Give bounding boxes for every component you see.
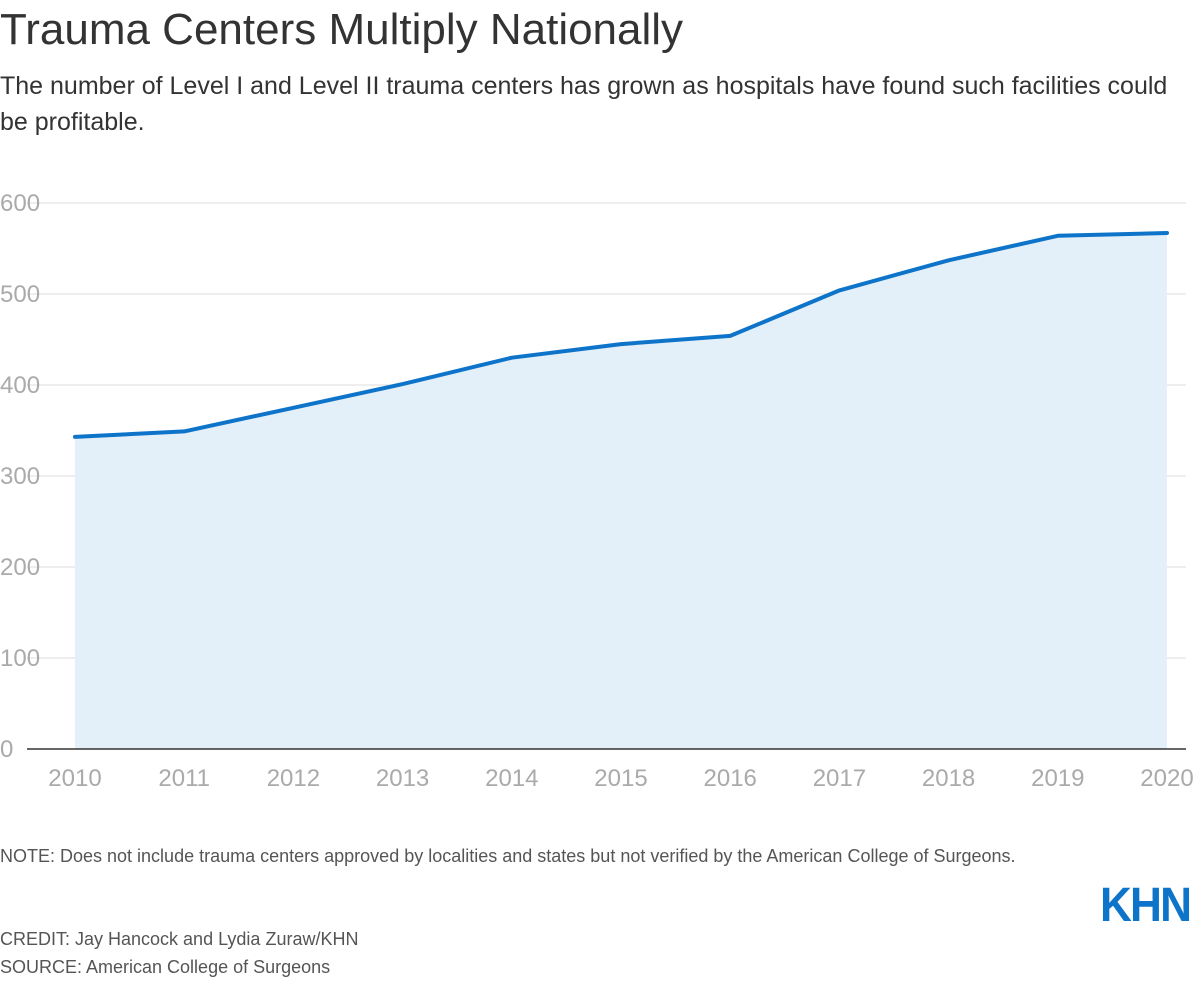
x-tick-label: 2017 xyxy=(813,765,866,792)
x-tick-label: 2010 xyxy=(48,765,101,792)
y-tick-label: 500 xyxy=(0,281,40,308)
y-tick-label: 200 xyxy=(0,554,40,581)
x-tick-label: 2015 xyxy=(594,765,647,792)
khn-logo: KHN xyxy=(1100,879,1192,932)
x-tick-label: 2012 xyxy=(267,765,320,792)
x-axis-ticks: 2010 2011 2012 2013 2014 2015 2016 2017 2018 2019… xyxy=(48,765,1193,792)
y-tick-label: 300 xyxy=(0,463,40,490)
trauma-centers-chart: 0 100 200 300 400 500 600 2010 2011 2012 2013 2014… xyxy=(0,190,1194,792)
series-line xyxy=(73,231,1169,439)
series-area xyxy=(75,233,1167,749)
x-tick-label: 2011 xyxy=(158,765,210,792)
x-tick-label: 2016 xyxy=(704,765,757,792)
y-tick-label: 0 xyxy=(0,736,13,763)
x-tick-label: 2014 xyxy=(485,765,538,792)
source-text: SOURCE: American College of Surgeons xyxy=(0,957,331,977)
note-text: NOTE: Does not include trauma centers ap… xyxy=(0,846,1016,866)
y-axis-ticks: 0 100 200 300 400 500 600 xyxy=(0,190,40,763)
chart-title: Trauma Centers Multiply Nationally xyxy=(0,5,684,54)
y-tick-label: 100 xyxy=(0,645,40,672)
chart-subtitle: The number of Level I and Level II traum… xyxy=(0,72,1168,136)
credit-text: CREDIT: Jay Hancock and Lydia Zuraw/KHN xyxy=(0,929,359,949)
x-tick-label: 2019 xyxy=(1031,765,1084,792)
x-tick-label: 2018 xyxy=(922,765,975,792)
x-tick-label: 2020 xyxy=(1140,765,1193,792)
y-tick-label: 400 xyxy=(0,372,40,399)
y-tick-label: 600 xyxy=(0,190,40,217)
x-tick-label: 2013 xyxy=(376,765,429,792)
